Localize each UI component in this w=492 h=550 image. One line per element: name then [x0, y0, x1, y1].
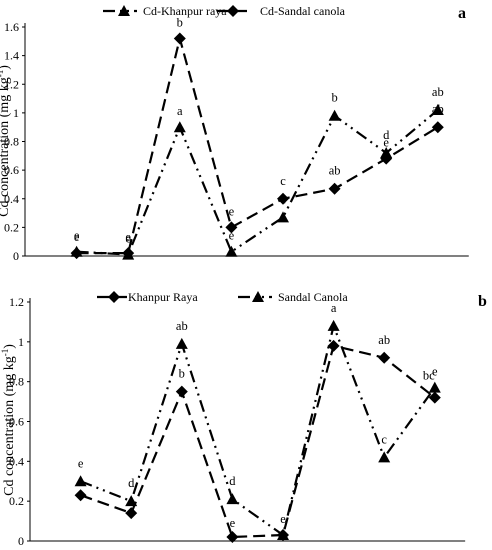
y-tick-label: 0.8 — [9, 375, 24, 389]
data-point-triangle — [380, 146, 393, 158]
y-tick-label: 0.4 — [4, 192, 19, 206]
data-label: d — [229, 474, 236, 488]
legend-marker — [252, 291, 264, 302]
panel-letter: a — [458, 5, 466, 22]
y-tick-label: 0.8 — [4, 135, 19, 149]
legend-marker — [227, 5, 239, 17]
panel-a: 0 0.2 0.4 0.6 0.8 1 1.2 1.4 1.6 Cd concentration … — [0, 4, 469, 263]
data-label: a — [331, 301, 337, 315]
data-point-diamond — [70, 247, 83, 260]
data-label: c — [280, 174, 286, 188]
data-label: ab — [432, 102, 444, 116]
y-tick-label: 0.4 — [9, 454, 24, 468]
y-tick-label: 0.6 — [4, 163, 19, 177]
data-point-triangle — [277, 211, 289, 223]
series-line-diamond — [80, 344, 436, 539]
data-label: b — [179, 367, 185, 381]
y-tick-label: 1.2 — [4, 77, 19, 91]
data-label: e — [125, 230, 131, 244]
data-label: ab — [329, 164, 341, 178]
data-label: ab — [378, 333, 390, 347]
data-point-diamond — [175, 385, 188, 398]
panel-letter: b — [478, 293, 487, 310]
data-label: e — [280, 512, 286, 526]
data-label: e — [432, 365, 438, 379]
data-label: e — [230, 516, 236, 530]
data-point-diamond — [378, 351, 391, 364]
data-label: e — [229, 204, 235, 218]
y-axis-label: Cd concentration (mg kg-1) — [0, 65, 12, 217]
y-tick-label: 1 — [13, 106, 19, 120]
y-tick-label: 0.2 — [9, 494, 24, 508]
data-label: e — [229, 229, 235, 243]
data-point-triangle — [428, 381, 441, 393]
data-point-triangle — [327, 319, 340, 331]
legend-label: Cd-Sandal canola — [260, 4, 346, 18]
y-tick-label: 1.2 — [9, 295, 24, 309]
data-label: b — [331, 91, 337, 105]
data-point-diamond — [74, 489, 87, 502]
y-tick-label: 0.6 — [9, 415, 24, 429]
data-label: e — [74, 229, 80, 243]
data-point-diamond — [428, 391, 441, 404]
data-point-diamond — [173, 32, 186, 45]
data-label: ab — [432, 85, 444, 99]
data-label: c — [381, 432, 387, 446]
y-tick-label: 0 — [18, 534, 24, 548]
y-axis-label: Cd concentration (mg kg-1) — [0, 344, 17, 496]
data-point-diamond — [277, 192, 289, 205]
data-label: e — [383, 136, 389, 150]
data-label: d — [383, 128, 390, 142]
data-label: e — [78, 456, 84, 470]
data-point-triangle — [175, 337, 188, 349]
data-point-diamond — [226, 531, 239, 544]
data-label: a — [177, 104, 183, 118]
data-point-diamond — [431, 121, 444, 134]
legend-label: Khanpur Raya — [128, 290, 198, 304]
panel-b: 0 0.2 0.4 0.6 0.8 1 1.2 Cd concentration (mg kg… — [0, 290, 487, 548]
y-tick-label: 1.4 — [4, 49, 19, 63]
legend-label: Sandal Canola — [278, 290, 348, 304]
legend-marker — [118, 5, 130, 16]
data-label: e — [125, 232, 131, 246]
data-point-triangle — [125, 495, 138, 507]
y-tick-label: 0.2 — [4, 220, 19, 234]
data-point-diamond — [225, 221, 238, 234]
y-tick-label: 1 — [18, 335, 24, 349]
data-point-triangle — [225, 245, 238, 257]
data-label: bc — [423, 369, 435, 383]
data-point-diamond — [327, 339, 340, 352]
data-point-triangle — [328, 109, 341, 121]
data-point-triangle — [226, 493, 239, 505]
series-line-triangle — [76, 109, 439, 256]
data-label: b — [177, 15, 183, 29]
data-point-triangle — [378, 451, 391, 463]
data-point-diamond — [380, 152, 393, 165]
data-label: d — [128, 476, 135, 490]
legend-marker — [108, 291, 120, 303]
data-point-diamond — [122, 247, 135, 260]
legend-label: Cd-Khanpur raya — [143, 4, 227, 18]
y-tick-label: 1.6 — [4, 20, 19, 34]
y-tick-label: 0 — [13, 249, 19, 263]
data-point-diamond — [328, 182, 341, 195]
series-line-triangle — [80, 322, 436, 537]
data-label: e — [74, 230, 80, 244]
data-point-triangle — [173, 121, 186, 133]
series-line-diamond — [76, 38, 439, 255]
data-point-triangle — [277, 529, 289, 541]
data-label: ab — [176, 319, 188, 333]
data-point-triangle — [431, 104, 444, 116]
data-point-triangle — [74, 475, 87, 487]
data-point-diamond — [125, 507, 138, 520]
